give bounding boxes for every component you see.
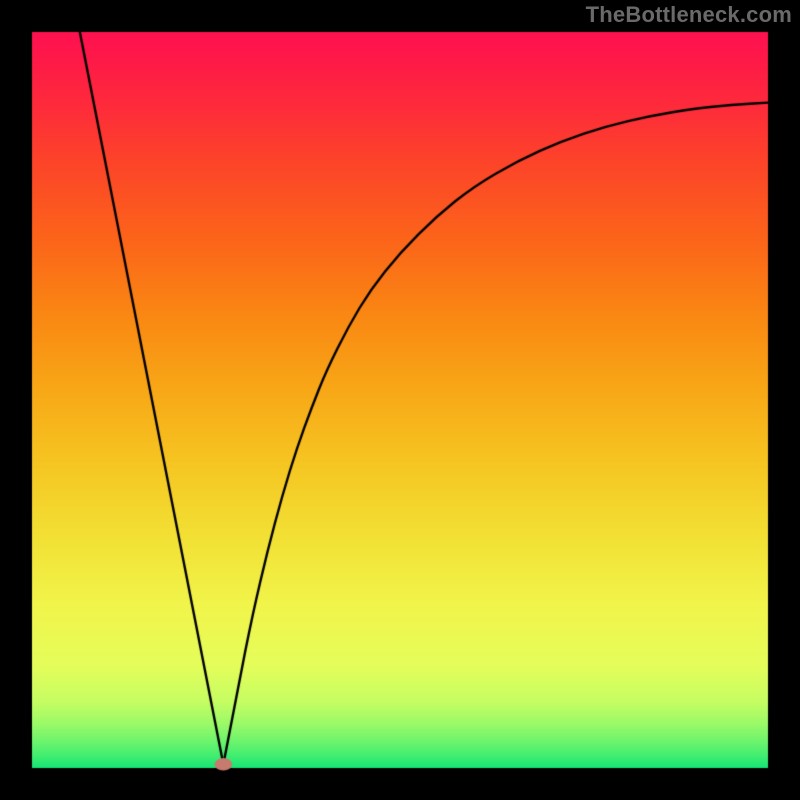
bottleneck-chart-canvas (0, 0, 800, 800)
chart-container: TheBottleneck.com (0, 0, 800, 800)
watermark-text: TheBottleneck.com (586, 2, 792, 28)
